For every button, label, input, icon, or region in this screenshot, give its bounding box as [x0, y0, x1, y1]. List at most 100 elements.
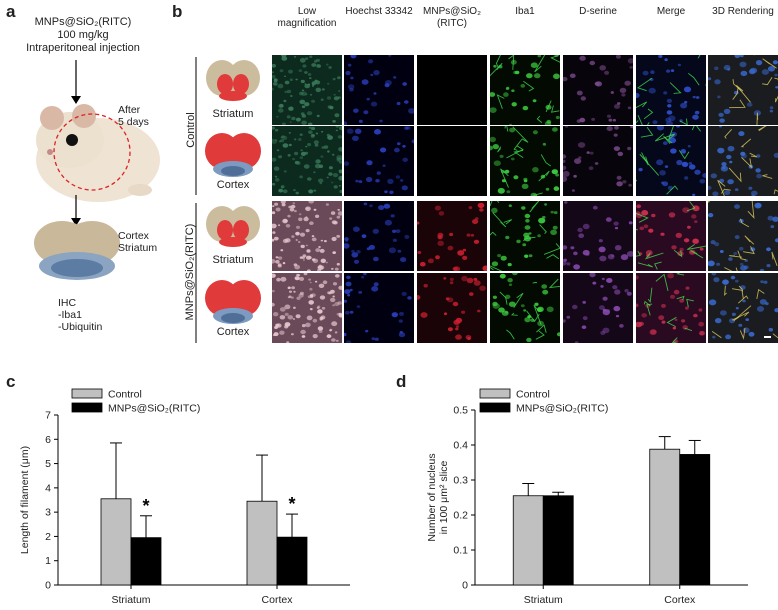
- micrograph-cell: [636, 201, 706, 271]
- micrograph-cell: [490, 55, 560, 125]
- y-tick-label: 0: [45, 580, 51, 592]
- brain-region-label: Striatum: [212, 254, 254, 266]
- scale-bar: [764, 336, 771, 338]
- micrograph-cell: [417, 201, 487, 271]
- y-tick-label: 3: [45, 507, 51, 519]
- legend-swatch: [479, 388, 511, 399]
- bar: [542, 495, 574, 586]
- panel-a-letter: a: [6, 2, 16, 21]
- y-tick-label: 5: [45, 458, 51, 470]
- filament-length-chart: 0 1 2 3 4 5 6 7 Length of filament (μm) Striatum *…: [19, 388, 350, 606]
- y-axis-label-line1: Number of nucleus: [426, 453, 438, 541]
- ihc-label: IHC -Iba1 -Ubiquitin: [58, 297, 102, 333]
- legend-swatch: [71, 388, 103, 399]
- after-days-label: After 5 days: [118, 104, 149, 128]
- micrograph-cell: [636, 273, 706, 343]
- days-text: 5 days: [118, 116, 149, 128]
- column-header: Hoechst 33342: [345, 6, 413, 17]
- y-tick-label: 2: [45, 531, 51, 543]
- ihc-iba1: -Iba1: [58, 309, 82, 321]
- legend-label: Control: [108, 389, 142, 401]
- column-header: 3D Rendering: [712, 6, 774, 17]
- micrograph-cell: [417, 55, 487, 125]
- brain-diagram: [206, 206, 260, 247]
- region-striatum: Striatum: [118, 242, 158, 254]
- legend-swatch: [479, 402, 511, 413]
- micrograph-cell: [708, 201, 778, 271]
- legend-swatch: [71, 402, 103, 413]
- micrograph-cell: [636, 126, 706, 196]
- bar: [649, 448, 681, 586]
- brain-region-label: Cortex: [216, 326, 250, 338]
- micrograph-cell: [344, 126, 414, 196]
- region-cortex: Cortex: [118, 230, 149, 242]
- bar: [512, 495, 544, 586]
- micrograph-cell: [563, 201, 633, 271]
- y-tick-label: 0.5: [453, 405, 468, 417]
- y-tick-label: 0.2: [453, 510, 468, 522]
- micrograph-cell: [563, 273, 633, 343]
- regions-label: Cortex Striatum: [118, 230, 157, 254]
- panel-c-letter: c: [6, 372, 16, 391]
- nucleus-count-chart: 0 0.1 0.2 0.3 0.4 0.5 Number of nucleus in 100 …: [426, 388, 748, 606]
- panel-d-letter: d: [396, 372, 407, 391]
- micrograph-cell: [490, 201, 560, 271]
- micrograph-cell: [272, 273, 342, 343]
- brain-diagram: [206, 60, 260, 101]
- injection-route: Intraperitoneal injection: [26, 42, 140, 54]
- column-header: Merge: [656, 6, 686, 17]
- y-tick-label: 0.4: [453, 440, 468, 452]
- ihc-ubiquitin: -Ubiquitin: [58, 321, 103, 333]
- micrograph-cell: [344, 273, 414, 343]
- micrograph-cell: [708, 55, 778, 125]
- micrograph-cell: [344, 201, 414, 271]
- micrograph-cell: [490, 126, 560, 196]
- micrograph-cell: [708, 126, 778, 196]
- micrograph-cell: [636, 55, 706, 125]
- legend-label: MNPs@SiO₂(RITC): [516, 403, 608, 415]
- bar: [246, 500, 278, 586]
- micrograph-cell: [417, 273, 487, 343]
- micrograph-cell: [272, 201, 342, 271]
- column-header: D-serine: [579, 6, 617, 17]
- x-tick-label: Striatum: [524, 594, 563, 606]
- micrograph-cell: [417, 126, 487, 196]
- bar: [130, 537, 162, 586]
- micrograph-cell: [272, 126, 342, 196]
- panel-b-letter: b: [172, 2, 183, 21]
- panel-a-graphics: [34, 60, 160, 280]
- y-tick-label: 0.1: [453, 545, 468, 557]
- micrograph-cell: [490, 273, 560, 343]
- brain-diagram: [205, 280, 261, 324]
- brain-region-label: Striatum: [212, 108, 254, 120]
- x-tick-label: Cortex: [262, 594, 294, 606]
- y-tick-label: 0: [462, 580, 468, 592]
- micrograph-cell: [563, 55, 633, 125]
- legend-label: Control: [516, 389, 550, 401]
- bar: [100, 498, 132, 586]
- micrograph-cell: [272, 55, 342, 125]
- dose-amount: 100 mg/kg: [57, 29, 109, 41]
- y-tick-label: 0.3: [453, 475, 468, 487]
- x-tick-label: Cortex: [664, 594, 696, 606]
- group-bracket-lines: [195, 57, 197, 343]
- y-tick-label: 7: [45, 410, 51, 422]
- column-header: Iba1: [515, 6, 535, 17]
- significance-marker: *: [288, 494, 295, 514]
- injection-site-circle: [53, 113, 131, 191]
- ihc-title: IHC: [58, 297, 77, 309]
- significance-marker: *: [142, 496, 149, 516]
- y-tick-label: 4: [45, 482, 51, 494]
- legend-label: MNPs@SiO₂(RITC): [108, 403, 200, 415]
- brain-diagram: [205, 133, 261, 177]
- micrograph-cell: [563, 126, 633, 196]
- after-text: After: [118, 104, 141, 116]
- y-axis-label-line2: in 100 μm² slice: [438, 460, 450, 534]
- x-tick-label: Striatum: [111, 594, 150, 606]
- micrograph-cell: [708, 273, 778, 343]
- column-header: MNPs@SiO₂ (RITC): [423, 6, 481, 29]
- brain-section-illustration: [34, 221, 120, 280]
- dose-text: MNPs@SiO₂(RITC) 100 mg/kg Intraperitonea…: [8, 16, 158, 55]
- bar: [276, 536, 308, 586]
- bar: [679, 454, 711, 586]
